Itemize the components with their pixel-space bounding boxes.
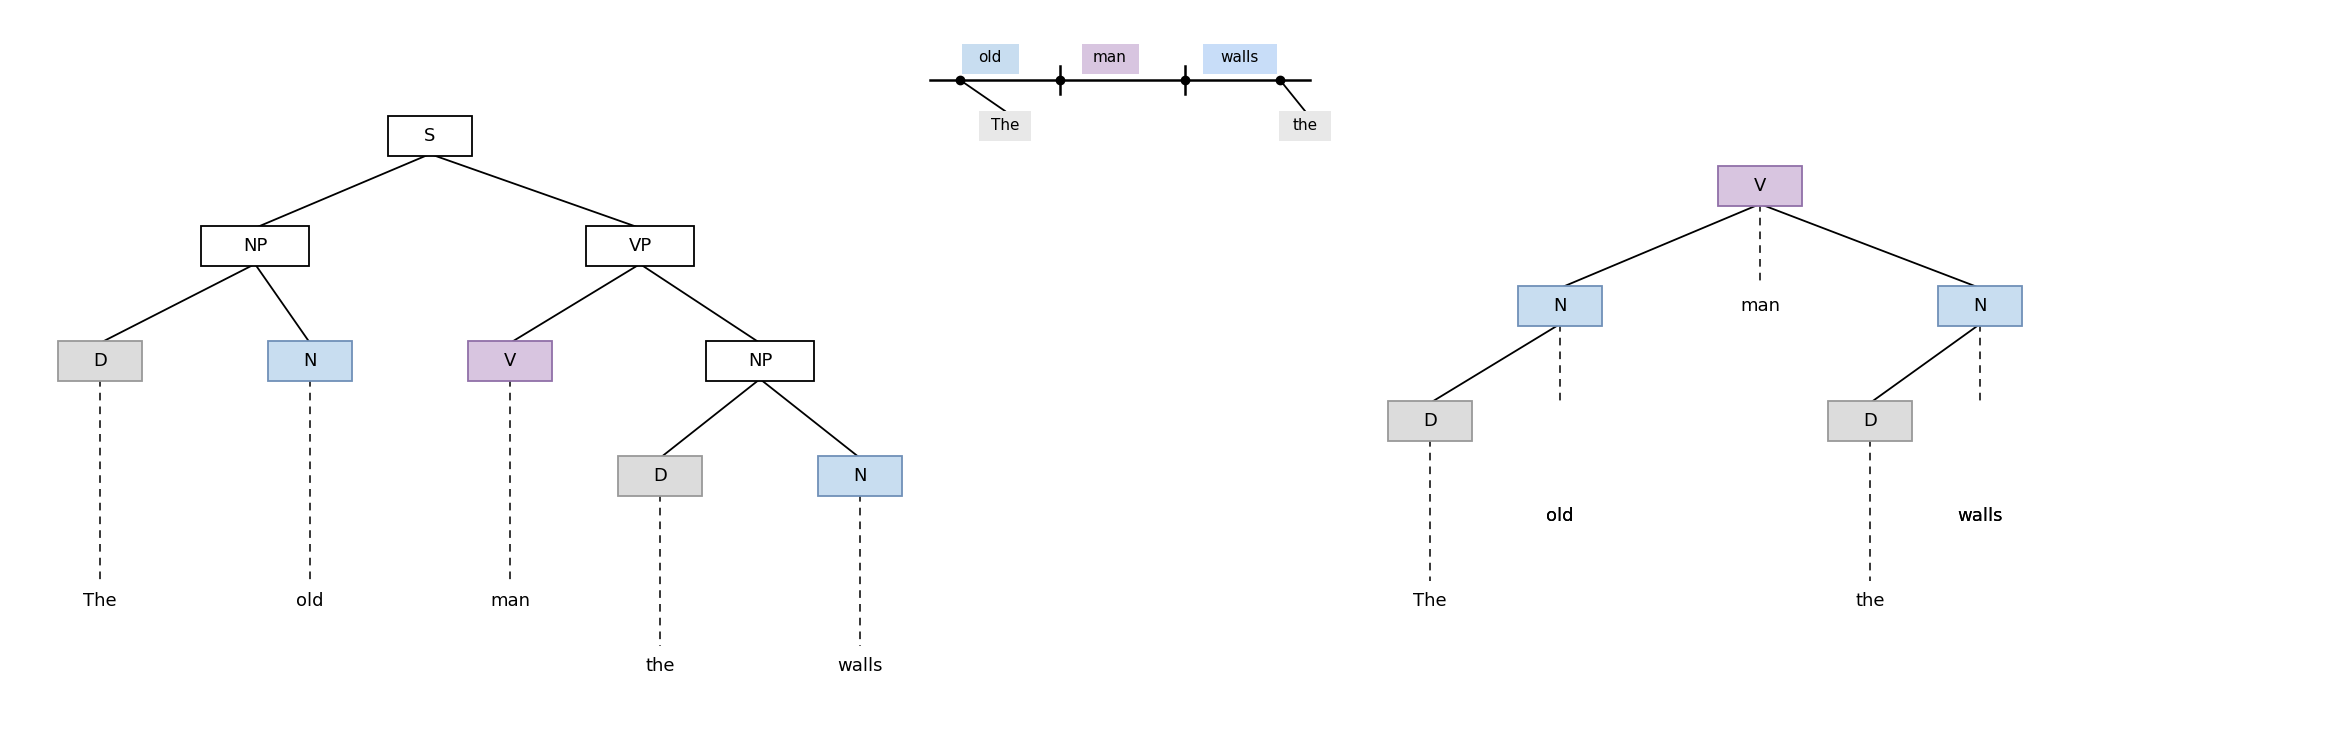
Text: NP: NP bbox=[242, 237, 267, 255]
Text: man: man bbox=[491, 592, 530, 610]
Text: the: the bbox=[1293, 117, 1317, 132]
Text: The: The bbox=[84, 592, 116, 610]
Text: D: D bbox=[1424, 412, 1437, 430]
Text: man: man bbox=[1093, 51, 1126, 66]
FancyBboxPatch shape bbox=[819, 456, 902, 496]
Text: old: old bbox=[295, 592, 323, 610]
Text: N: N bbox=[1554, 297, 1568, 315]
FancyBboxPatch shape bbox=[707, 341, 814, 381]
Text: walls: walls bbox=[1221, 51, 1258, 66]
Text: walls: walls bbox=[1956, 507, 2003, 525]
Text: D: D bbox=[654, 467, 668, 485]
Text: the: the bbox=[1856, 592, 1884, 610]
FancyBboxPatch shape bbox=[1519, 286, 1603, 326]
FancyBboxPatch shape bbox=[1719, 166, 1803, 206]
FancyBboxPatch shape bbox=[1828, 401, 1912, 441]
Text: S: S bbox=[423, 127, 435, 145]
FancyBboxPatch shape bbox=[1082, 44, 1137, 74]
FancyBboxPatch shape bbox=[58, 341, 142, 381]
Text: walls: walls bbox=[837, 657, 884, 675]
Text: NP: NP bbox=[749, 352, 772, 370]
Text: N: N bbox=[302, 352, 316, 370]
Text: VP: VP bbox=[628, 237, 651, 255]
Text: N: N bbox=[1972, 297, 1986, 315]
FancyBboxPatch shape bbox=[619, 456, 702, 496]
Text: old: old bbox=[1547, 507, 1575, 525]
FancyBboxPatch shape bbox=[267, 341, 351, 381]
FancyBboxPatch shape bbox=[1389, 401, 1472, 441]
Text: old: old bbox=[1547, 507, 1575, 525]
FancyBboxPatch shape bbox=[1938, 286, 2021, 326]
FancyBboxPatch shape bbox=[468, 341, 551, 381]
FancyBboxPatch shape bbox=[586, 226, 693, 266]
Text: the: the bbox=[644, 657, 675, 675]
Text: The: The bbox=[1414, 592, 1447, 610]
Text: walls: walls bbox=[1956, 507, 2003, 525]
Text: man: man bbox=[1740, 297, 1779, 315]
Text: old: old bbox=[979, 51, 1003, 66]
FancyBboxPatch shape bbox=[388, 116, 472, 156]
Text: The: The bbox=[991, 117, 1019, 132]
Text: D: D bbox=[1863, 412, 1877, 430]
FancyBboxPatch shape bbox=[1203, 44, 1277, 74]
Text: D: D bbox=[93, 352, 107, 370]
Text: V: V bbox=[505, 352, 516, 370]
Text: V: V bbox=[1754, 177, 1765, 195]
FancyBboxPatch shape bbox=[200, 226, 309, 266]
FancyBboxPatch shape bbox=[961, 44, 1019, 74]
FancyBboxPatch shape bbox=[979, 111, 1030, 141]
Text: N: N bbox=[854, 467, 868, 485]
FancyBboxPatch shape bbox=[1279, 111, 1330, 141]
